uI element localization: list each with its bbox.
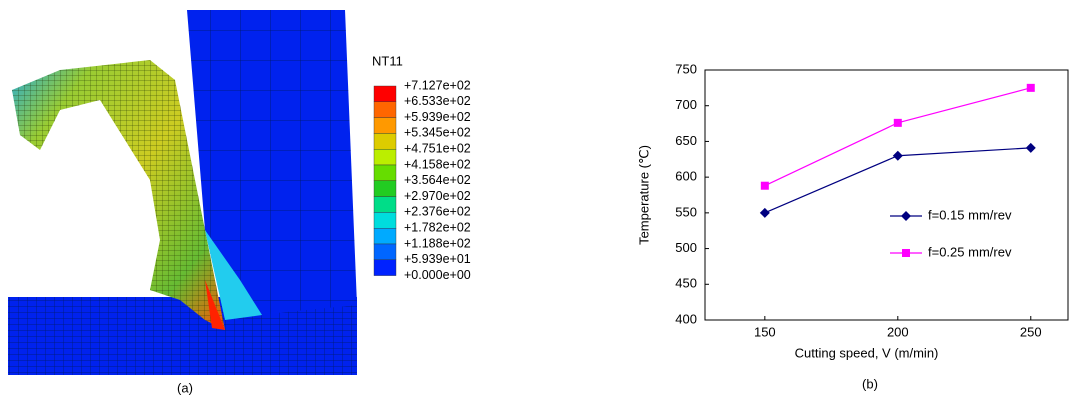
marker <box>760 208 770 218</box>
y-tick-label: 650 <box>675 133 697 148</box>
legend-label: +4.158e+02 <box>404 157 471 171</box>
y-tick-label: 550 <box>675 204 697 219</box>
x-tick-label: 150 <box>754 324 776 339</box>
legend-swatch <box>374 228 396 244</box>
legend-swatch <box>374 197 396 213</box>
legend-marker <box>901 211 911 221</box>
caption: (a) <box>177 380 193 395</box>
x-tick-label: 250 <box>1020 324 1042 339</box>
marker <box>894 119 902 127</box>
legend-label: f=0.15 mm/rev <box>928 207 1012 222</box>
y-tick-label: 400 <box>675 311 697 326</box>
caption: (b) <box>862 376 878 391</box>
legend-label: +4.751e+02 <box>404 141 471 155</box>
legend-label: +0.000e+00 <box>404 268 471 282</box>
y-tick-label: 450 <box>675 276 697 291</box>
fem-illustration <box>8 10 357 375</box>
marker <box>1026 143 1036 153</box>
legend-marker <box>902 249 910 257</box>
x-tick-label: 200 <box>887 324 909 339</box>
y-tick-label: 500 <box>675 240 697 255</box>
legend-label: +5.939e+01 <box>404 252 471 266</box>
legend-swatch <box>374 133 396 149</box>
legend-swatch <box>374 212 396 228</box>
legend-swatch <box>374 86 396 102</box>
legend-swatch <box>374 260 396 276</box>
legend-swatch <box>374 181 396 197</box>
figure: NT11+7.127e+02 +6.533e+02 +5.939e+02 +5.345… <box>0 0 1081 405</box>
legend-label: +5.939e+02 <box>404 110 471 124</box>
marker <box>1027 84 1035 92</box>
legend-label: +2.970e+02 <box>404 189 471 203</box>
marker <box>761 182 769 190</box>
y-axis-label: Temperature (℃) <box>636 145 651 245</box>
legend-label: +2.376e+02 <box>404 205 471 219</box>
marker <box>893 151 903 161</box>
line-chart: 400 450 500 550 600 650 700 750 150 200 250 Cutting… <box>636 61 1068 391</box>
legend-label: +1.782e+02 <box>404 220 471 234</box>
legend-swatch <box>374 165 396 181</box>
legend-swatch <box>374 149 396 165</box>
y-tick-label: 700 <box>675 97 697 112</box>
legend-swatch <box>374 244 396 260</box>
line <box>765 88 1031 186</box>
legend-label: f=0.25 mm/rev <box>928 244 1012 259</box>
legend-title: NT11 <box>372 53 403 68</box>
legend-swatch <box>374 118 396 134</box>
legend-label: +5.345e+02 <box>404 126 471 140</box>
legend-label: +7.127e+02 <box>404 78 471 92</box>
y-tick-label: 750 <box>675 61 697 76</box>
y-tick-label: 600 <box>675 169 697 184</box>
legend-label: +1.188e+02 <box>404 236 471 250</box>
legend-label: +3.564e+02 <box>404 173 471 187</box>
x-axis-label: Cutting speed, V (m/min) <box>795 345 939 360</box>
legend-label: +6.533e+02 <box>404 94 471 108</box>
plot-frame <box>705 70 1068 320</box>
legend-swatch <box>374 102 396 118</box>
